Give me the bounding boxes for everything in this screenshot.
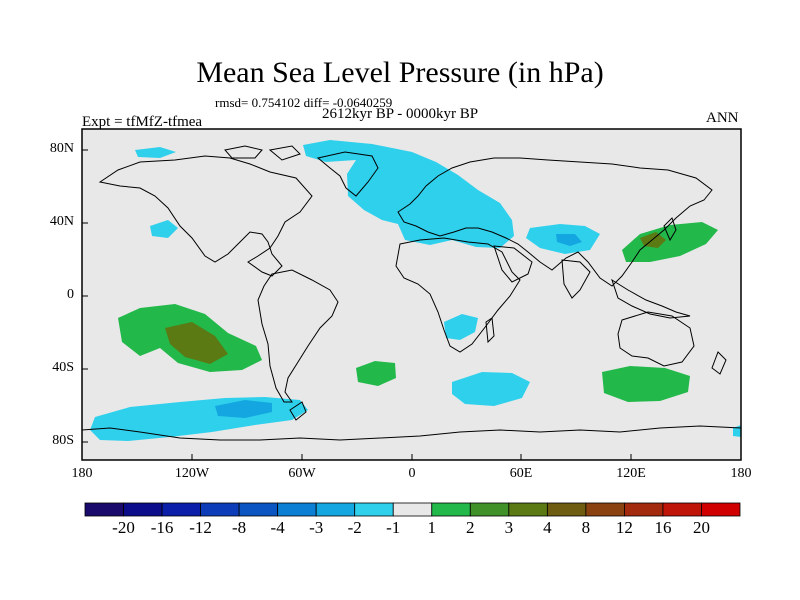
colorbar-tick-label: -16 [150,518,174,537]
lon-tick-label: 180 [730,466,752,481]
lat-tick-label: 80S [52,433,74,448]
anomaly-s-australia [602,366,690,402]
lat-tick-label: 0 [67,287,74,302]
anomaly-s-indian [452,372,530,406]
colorbar-cell [431,502,471,517]
coastline-arabia [493,245,533,283]
colorbar-tick-label: 12 [615,518,633,537]
colorbar-cell [123,502,163,517]
lon-tick-label: 180 [71,466,93,481]
coastlines [81,145,742,441]
colorbar-tick-label: 20 [692,518,710,537]
anomaly-s-pacific-core [215,400,272,418]
lon-tick-label: 120W [174,466,210,481]
coastline-australia [617,311,695,367]
lon-tick-label: 60E [509,466,533,481]
coastline-antarctic-peninsula [289,401,307,421]
colorbar-tick-label: -12 [189,518,212,537]
lon-tick-label: 0 [408,466,416,481]
colorbar-tick-label: -1 [386,518,401,537]
anomaly-nw-pacific [622,222,718,262]
colorbar-tick-label: 4 [543,518,552,537]
lat-tick-label: 80N [49,141,74,156]
anomaly-shading [90,140,741,441]
colorbar-cell [508,502,548,517]
colorbar-cell [200,502,240,517]
map-title: Mean Sea Level Pressure (in hPa) [196,56,604,89]
lat-tick-label: 40N [49,214,74,229]
coastline-north-america [98,155,313,277]
axis-ticks [81,149,742,460]
colorbar-cell [624,502,664,517]
season-label: ANN [706,110,739,126]
lon-tick-label: 60W [288,466,316,481]
colorbar-cell [701,502,741,517]
colorbar-cell [161,502,201,517]
anomaly-north-atlantic [303,140,514,248]
colorbar-cell [84,502,124,517]
coastline-south-america [257,269,339,403]
coastline-madagascar [485,317,495,344]
anomaly-central-asia-core [556,234,582,246]
colorbar-cell [662,502,702,517]
lat-tick-label: 40S [52,360,74,375]
colorbar-cell [354,502,394,517]
coastline-arctic-islands [224,145,301,161]
lon-tick-label: 120E [616,466,646,481]
anomaly-se-pacific-core [165,322,228,364]
coastline-greenland [316,151,379,197]
colorbar-cell [277,502,317,517]
colorbar-tick-label: -2 [347,518,362,537]
coastline-europe [397,157,713,287]
experiment-label: Expt = tfMfZ-tfmea [82,114,203,130]
colorbar-cell [546,502,587,517]
coastline-japan [663,217,677,242]
coastline-se-asia [611,278,691,319]
colorbar-tick-label: 8 [581,518,591,537]
colorbar-tick-label: -4 [270,518,285,537]
colorbar-tick-label: 16 [654,518,672,537]
anomaly-s-africa [444,314,478,340]
colorbar-cell [392,502,433,517]
colorbar-cell [585,502,625,517]
colorbar-tick-label: 3 [504,518,514,537]
coastline-antarctica [81,425,742,441]
anomaly-s-atlantic [356,361,396,386]
colorbar-cell [238,502,279,517]
colorbar-tick-label: -3 [309,518,324,537]
colorbar-tick-label: -8 [232,518,247,537]
colorbar-tick-label: 2 [466,518,475,537]
coastline-india [561,259,591,299]
colorbar-cell [469,502,510,517]
colorbar [84,502,741,517]
anomaly-n-pacific [150,220,178,238]
colorbar-tick-label: -20 [112,518,135,537]
time-period: 2612kyr BP - 0000kyr BP [322,106,479,122]
colorbar-tick-label: 1 [427,518,437,537]
anomaly-arctic-ca [135,147,176,158]
coastline-new-zealand [711,351,727,375]
rmsd-diff-stats: rmsd= 0.754102 diff= -0.0640259 [215,95,393,110]
colorbar-cell [315,502,356,517]
